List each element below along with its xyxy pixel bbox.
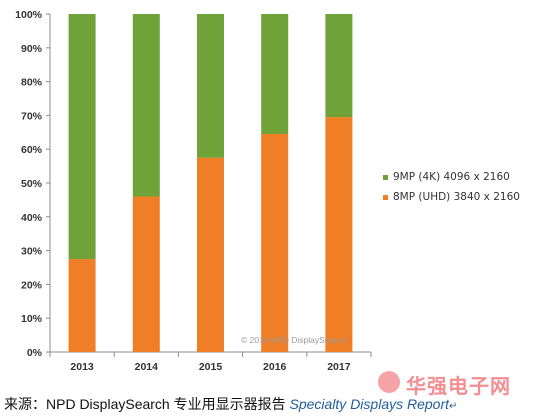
y-tick-label: 50% <box>21 178 43 190</box>
caption-report-name: Specialty Displays Report <box>289 396 450 412</box>
watermark-logo-icon <box>378 371 400 393</box>
bar-uhd-2013 <box>68 259 96 352</box>
x-tick-label: 2016 <box>263 361 287 373</box>
y-tick-label: 100% <box>15 9 43 21</box>
x-tick-label: 2015 <box>199 361 223 373</box>
caption-report-icon: ↵ <box>449 401 458 412</box>
source-caption: 来源：NPD DisplaySearch 专业用显示器报告 Specialty … <box>4 394 550 416</box>
y-tick-label: 80% <box>21 77 43 89</box>
bar-4k-2016 <box>261 14 289 134</box>
caption-prefix: 来源：NPD DisplaySearch 专业用显示器报告 <box>4 396 290 412</box>
bar-uhd-2017 <box>325 117 353 352</box>
bar-uhd-2014 <box>132 196 160 352</box>
bar-uhd-2015 <box>197 157 224 352</box>
y-tick-label: 10% <box>21 313 43 325</box>
chart-legend: 9MP (4K) 4096 x 2160 8MP (UHD) 3840 x 216… <box>383 171 520 203</box>
bar-uhd-2016 <box>261 133 289 352</box>
legend-entry: 8MP (UHD) 3840 x 2160 <box>393 191 520 203</box>
chart-tick-labels: 0% 10% 20% 30% 40% 50% 60% 70% 80% 90% 100% 2013 201… <box>15 9 351 373</box>
chart-axes <box>46 13 372 357</box>
chart-annotation: © 2014 NPD DisplaySearch <box>241 335 346 345</box>
x-tick-label: 2013 <box>70 361 94 373</box>
y-tick-label: 90% <box>21 43 43 55</box>
legend-swatch <box>383 195 388 200</box>
x-tick-label: 2017 <box>327 361 351 373</box>
y-tick-label: 30% <box>21 246 43 258</box>
y-tick-label: 40% <box>21 212 43 224</box>
y-tick-label: 20% <box>21 279 43 291</box>
legend-entry: 9MP (4K) 4096 x 2160 <box>393 171 510 183</box>
bar-4k-2015 <box>197 14 224 158</box>
chart-bars <box>68 14 353 352</box>
y-tick-label: 60% <box>21 144 43 156</box>
y-tick-label: 0% <box>27 347 43 359</box>
watermark-text: 华强电子网 <box>406 376 511 398</box>
y-tick-label: 70% <box>21 110 43 122</box>
site-watermark: 华强电子网 <box>372 370 548 398</box>
bar-4k-2013 <box>68 14 96 260</box>
bar-4k-2014 <box>132 14 160 197</box>
bar-4k-2017 <box>325 14 353 118</box>
x-tick-label: 2014 <box>135 361 159 373</box>
legend-swatch <box>383 175 388 180</box>
stacked-bar-chart: 0% 10% 20% 30% 40% 50% 60% 70% 80% 90% 100% 2013 201… <box>15 9 520 373</box>
